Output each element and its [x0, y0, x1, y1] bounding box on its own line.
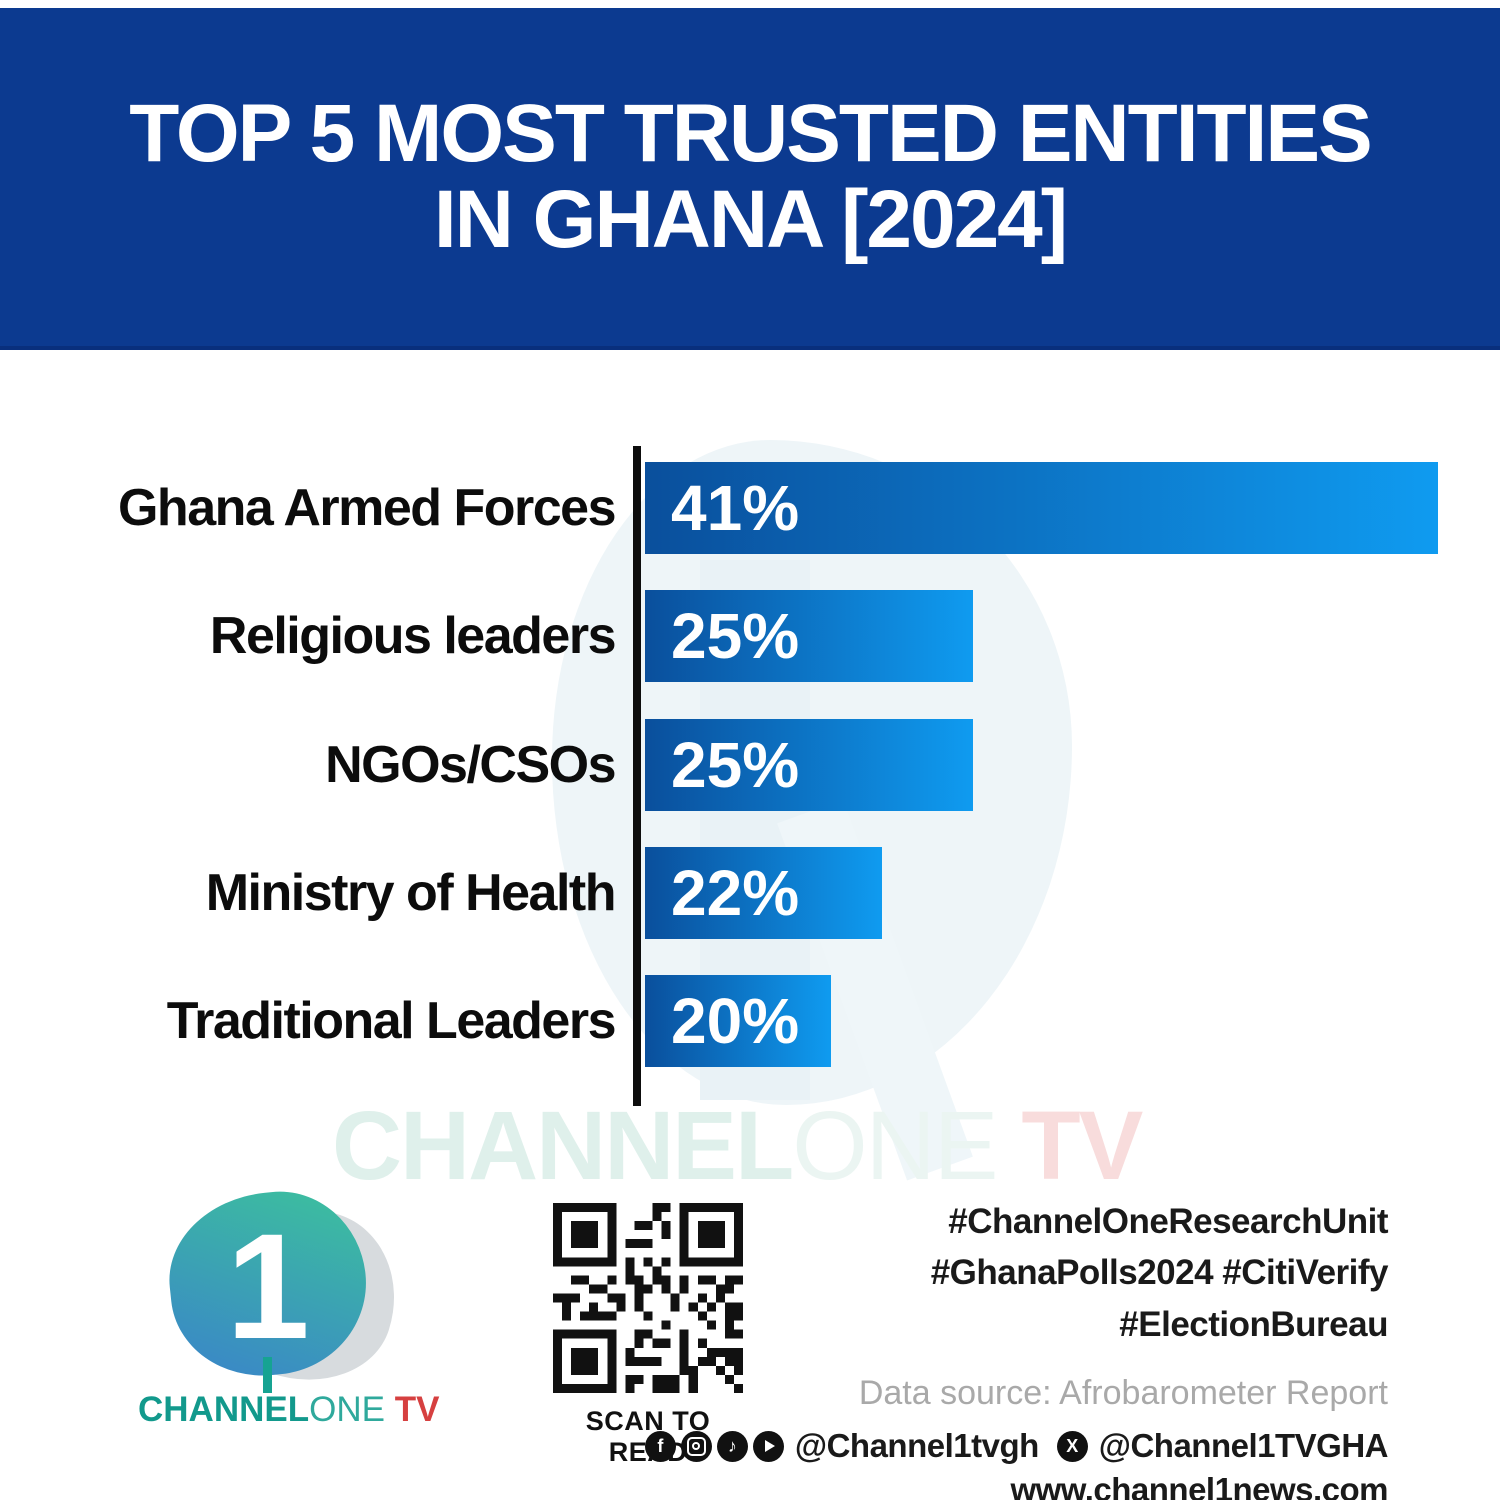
- bar-value-label: 41%: [671, 472, 800, 544]
- logo-word-one: ONE: [309, 1390, 385, 1429]
- bar-value-label: 25%: [671, 600, 800, 672]
- watermark-one: ONE: [792, 1091, 998, 1200]
- logo-wordmark: CHANNELONE TV: [138, 1390, 439, 1430]
- bar-row: Traditional Leaders 20%: [0, 975, 1500, 1067]
- footer-right-column: #ChannelOneResearchUnit #GhanaPolls2024 …: [644, 1196, 1389, 1500]
- bar-row: NGOs/CSOs 25%: [0, 719, 1500, 811]
- bar: 20%: [645, 975, 831, 1067]
- category-label: Ministry of Health: [205, 864, 617, 922]
- logo-numeral: 1: [226, 1201, 310, 1370]
- tiktok-icon: ♪: [716, 1430, 748, 1462]
- social-handle-2: @Channel1TVGHA: [1098, 1427, 1389, 1465]
- category-label: Religious leaders: [209, 607, 617, 665]
- channel-one-tv-watermark: CHANNELONE TV: [332, 1090, 1143, 1202]
- watermark-tv: TV: [996, 1091, 1143, 1200]
- hashtag-line-2: #GhanaPolls2024 #CitiVerify: [930, 1253, 1389, 1293]
- bar-row: Ministry of Health 22%: [0, 847, 1500, 939]
- category-label: Traditional Leaders: [166, 992, 617, 1050]
- logo-word-channel: CHANNEL: [138, 1390, 310, 1429]
- website-url: www.channel1news.com: [1010, 1471, 1388, 1500]
- data-source-text: Data source: Afrobarometer Report: [858, 1374, 1388, 1413]
- logo-word-tv: TV: [384, 1390, 440, 1429]
- channel-one-logo: 1 CHANNELONE TV: [130, 1182, 439, 1435]
- qr-code: [553, 1203, 743, 1393]
- bar: 25%: [645, 719, 973, 811]
- social-handle-1: @Channel1tvgh: [794, 1427, 1039, 1465]
- watermark-channel: CHANNEL: [332, 1091, 794, 1200]
- chart-axis-line: [633, 446, 641, 1106]
- bar: 25%: [645, 590, 973, 682]
- category-label: NGOs/CSOs: [325, 736, 616, 794]
- hashtag-line-3: #ElectionBureau: [1119, 1304, 1388, 1344]
- social-row: f ♪ @Channel1tvgh X @Channel1TVGHA: [644, 1427, 1389, 1465]
- bar-value-label: 25%: [671, 729, 800, 801]
- hashtag-line-1: #ChannelOneResearchUnit: [948, 1202, 1388, 1241]
- logo-numeral-stem: [263, 1357, 272, 1393]
- page-title-line1: TOP 5 MOST TRUSTED ENTITIES: [129, 87, 1372, 179]
- bar-value-label: 22%: [671, 857, 800, 929]
- facebook-icon: f: [644, 1430, 676, 1462]
- bar-row: Ghana Armed Forces 41%: [0, 462, 1500, 554]
- youtube-icon: [752, 1430, 784, 1462]
- bar-row: Religious leaders 25%: [0, 590, 1500, 682]
- bar: 22%: [645, 847, 882, 939]
- bar-value-label: 20%: [671, 985, 800, 1057]
- instagram-icon: [680, 1430, 712, 1462]
- x-icon: X: [1056, 1430, 1088, 1462]
- bar: 41%: [645, 462, 1438, 554]
- page-title-line2: IN GHANA [2024]: [433, 174, 1068, 265]
- category-label: Ghana Armed Forces: [117, 479, 617, 537]
- header-band: TOP 5 MOST TRUSTED ENTITIES IN GHANA [20…: [0, 8, 1500, 350]
